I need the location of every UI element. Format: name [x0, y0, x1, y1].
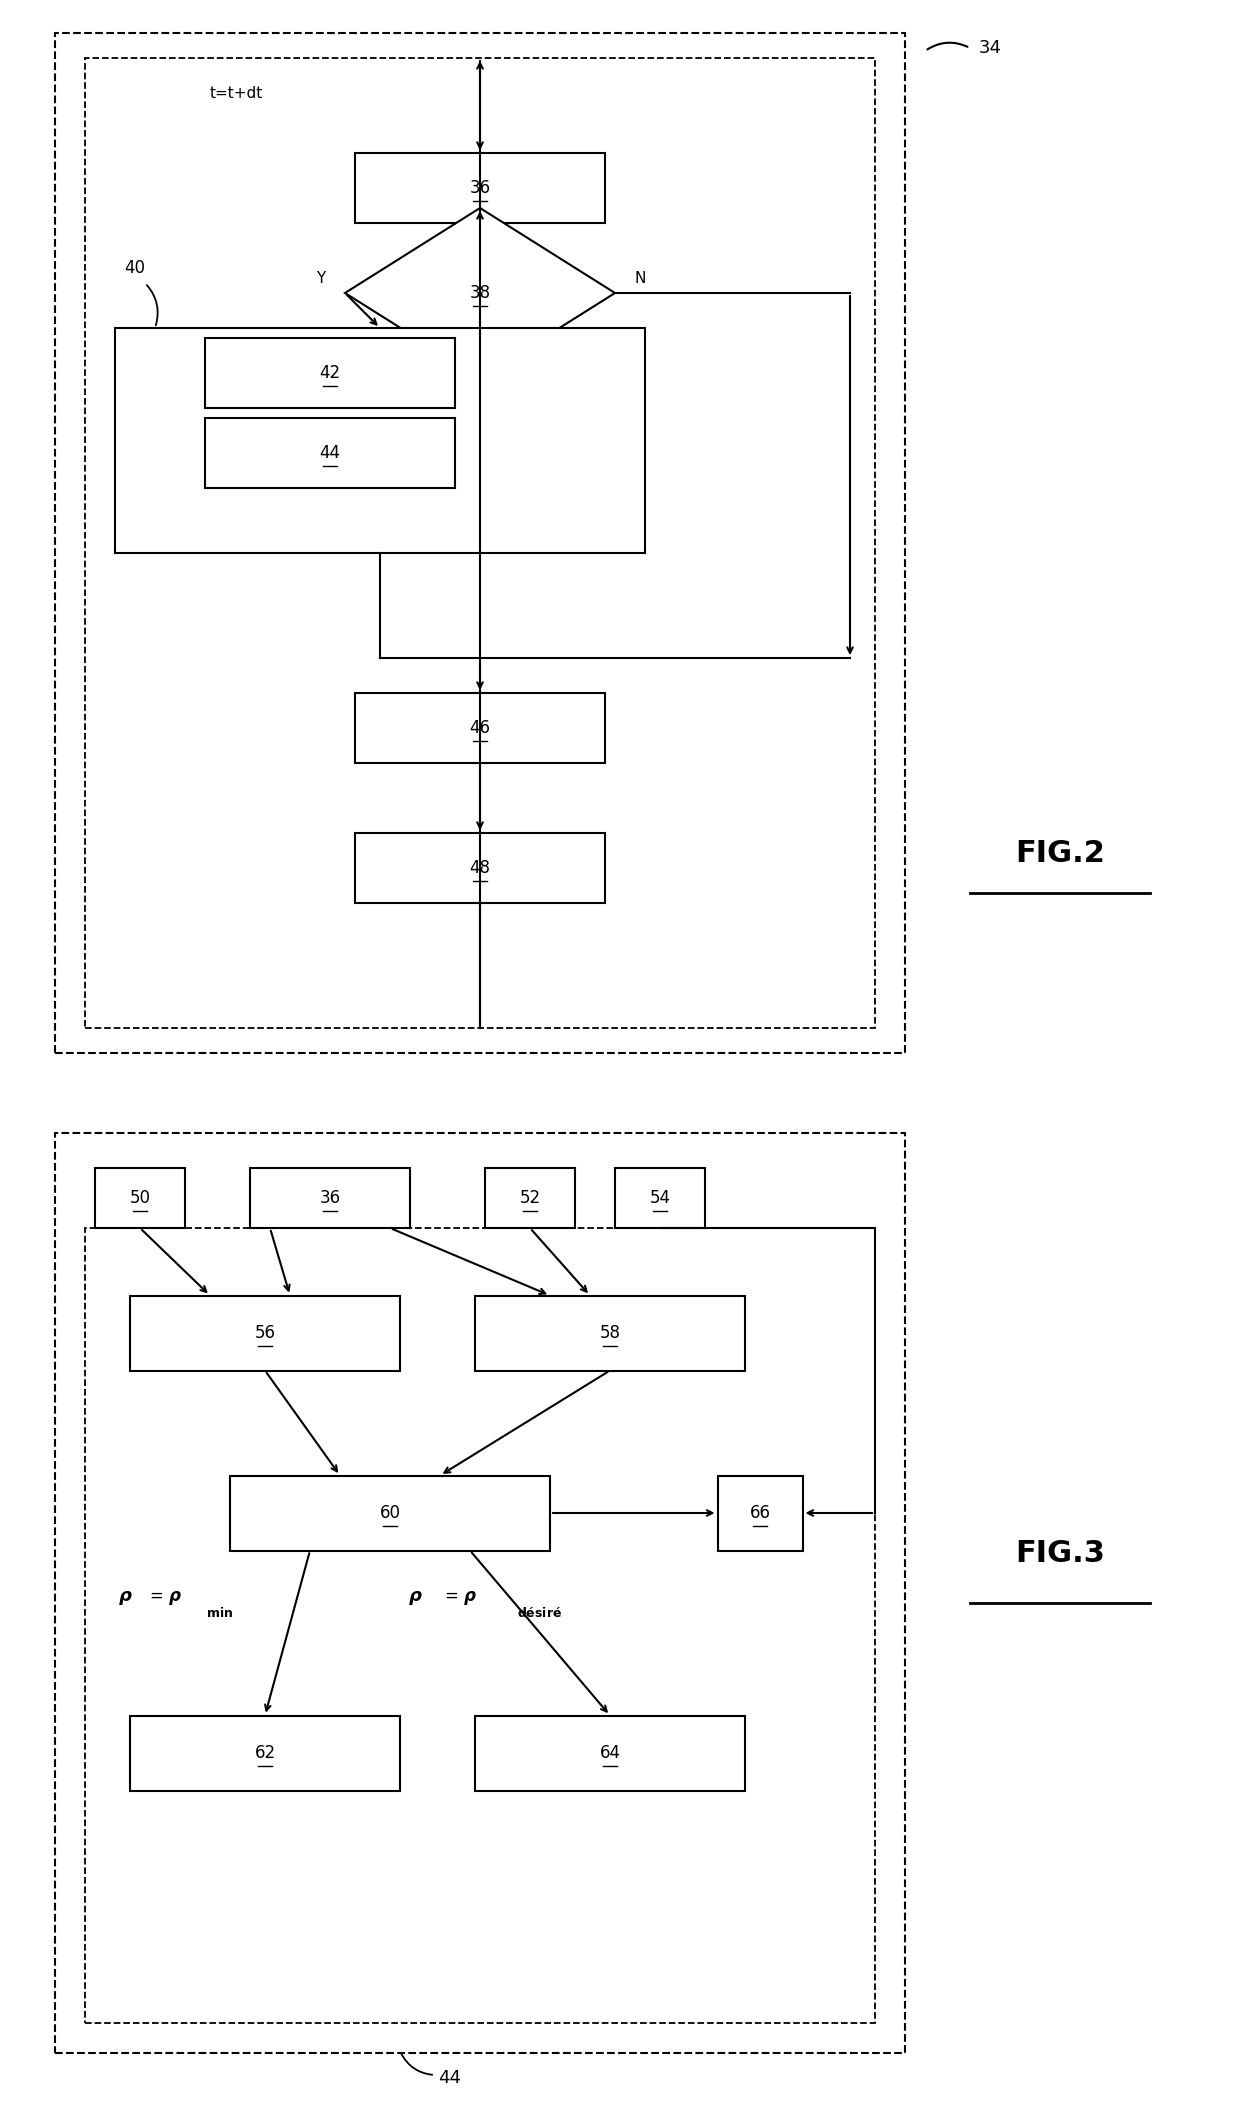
Text: 56: 56 — [254, 1325, 275, 1342]
Text: 64: 64 — [599, 1743, 620, 1762]
Text: 34: 34 — [978, 40, 1002, 57]
Bar — [55, 34, 905, 1054]
Text: 60: 60 — [379, 1504, 401, 1523]
Bar — [355, 833, 605, 902]
Text: 50: 50 — [129, 1188, 150, 1207]
Text: 46: 46 — [470, 719, 491, 736]
Bar — [55, 1134, 905, 2053]
Bar — [615, 1167, 706, 1228]
Text: = $\boldsymbol{\rho}$: = $\boldsymbol{\rho}$ — [149, 1590, 181, 1607]
Bar — [86, 59, 875, 1028]
Text: 54: 54 — [650, 1188, 671, 1207]
Text: 66: 66 — [749, 1504, 770, 1523]
Bar — [205, 418, 455, 488]
Bar — [130, 1716, 401, 1790]
Text: 42: 42 — [320, 364, 341, 383]
Text: Y: Y — [316, 271, 325, 286]
Text: 44: 44 — [320, 444, 341, 463]
Text: N: N — [635, 271, 646, 286]
Text: 52: 52 — [520, 1188, 541, 1207]
Bar — [485, 1167, 575, 1228]
Text: 40: 40 — [124, 259, 145, 278]
Text: FIG.3: FIG.3 — [1016, 1539, 1105, 1567]
Text: 36: 36 — [470, 179, 491, 198]
Bar — [355, 154, 605, 223]
Bar — [130, 1295, 401, 1371]
Text: $\boldsymbol{\rho}$: $\boldsymbol{\rho}$ — [408, 1590, 423, 1607]
Text: $\boldsymbol{\rho}$: $\boldsymbol{\rho}$ — [118, 1590, 133, 1607]
Bar — [95, 1167, 185, 1228]
Bar — [86, 1228, 875, 2023]
Text: 36: 36 — [320, 1188, 341, 1207]
Polygon shape — [345, 208, 615, 379]
Text: $\mathbf{désiré}$: $\mathbf{désiré}$ — [517, 1607, 563, 1619]
Bar — [475, 1295, 745, 1371]
Bar — [250, 1167, 410, 1228]
Text: $\mathbf{min}$: $\mathbf{min}$ — [206, 1607, 233, 1619]
Text: t=t+dt: t=t+dt — [210, 86, 263, 101]
Text: FIG.2: FIG.2 — [1016, 839, 1105, 869]
Bar — [229, 1476, 551, 1550]
Bar — [115, 328, 645, 553]
Bar — [475, 1716, 745, 1790]
Bar — [205, 339, 455, 408]
Text: 44: 44 — [439, 2069, 461, 2086]
Text: 38: 38 — [470, 284, 491, 303]
Text: 58: 58 — [599, 1325, 620, 1342]
Text: = $\boldsymbol{\rho}$: = $\boldsymbol{\rho}$ — [444, 1590, 476, 1607]
Bar — [718, 1476, 802, 1550]
Text: 48: 48 — [470, 858, 491, 877]
Bar — [355, 694, 605, 763]
Text: 62: 62 — [254, 1743, 275, 1762]
